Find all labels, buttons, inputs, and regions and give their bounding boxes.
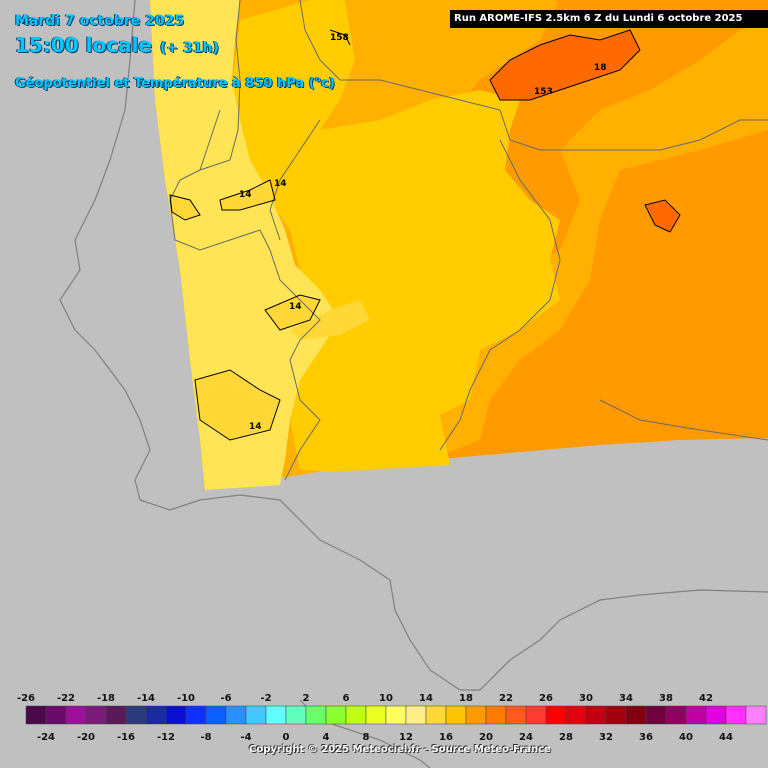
legend-label-top: -2	[260, 693, 271, 704]
parameter-title: Géopotentiel et Température à 850 hPa (°…	[15, 76, 335, 91]
legend-swatch	[485, 705, 507, 725]
legend-label-top: 38	[659, 693, 673, 704]
legend-label-bottom: 12	[399, 732, 413, 743]
legend-label-bottom: 8	[363, 732, 370, 743]
legend-label-bottom: -20	[77, 732, 95, 743]
legend-swatch	[705, 705, 727, 725]
forecast-time: 15:00 locale	[15, 33, 152, 57]
legend-label-top: 34	[619, 693, 633, 704]
legend-label-bottom: -16	[117, 732, 135, 743]
legend-label-bottom: -4	[240, 732, 251, 743]
legend-swatch	[565, 705, 587, 725]
temp-field-yellow	[230, 0, 560, 472]
legend-swatch	[225, 705, 247, 725]
legend-label-bottom: 40	[679, 732, 693, 743]
legend-swatch	[205, 705, 227, 725]
legend-label-top: 26	[539, 693, 553, 704]
legend-label-top: -26	[17, 693, 35, 704]
contour-label: 153	[534, 87, 553, 97]
temp-field-paleyellow	[150, 0, 340, 490]
legend-label-top: -14	[137, 693, 155, 704]
legend-swatch	[425, 705, 447, 725]
legend-label-bottom: 36	[639, 732, 653, 743]
legend-label-top: -6	[220, 693, 231, 704]
legend-label-bottom: 4	[323, 732, 330, 743]
legend-swatch	[665, 705, 687, 725]
legend-swatch	[145, 705, 167, 725]
legend-label-bottom: 44	[719, 732, 733, 743]
legend-swatch	[305, 705, 327, 725]
legend-label-top: 2	[303, 693, 310, 704]
legend-swatch	[625, 705, 647, 725]
contour-label: 18	[594, 63, 607, 73]
legend-swatch	[185, 705, 207, 725]
legend-swatch	[605, 705, 627, 725]
legend-swatch	[445, 705, 467, 725]
legend-label-top: 42	[699, 693, 713, 704]
legend-swatch	[345, 705, 367, 725]
contour-label: 14	[249, 422, 262, 432]
legend-swatch	[125, 705, 147, 725]
contour-label: 14	[289, 302, 302, 312]
legend-label-bottom: -12	[157, 732, 175, 743]
legend-swatch	[505, 705, 527, 725]
contour-label: 14	[274, 179, 287, 189]
legend-swatch	[25, 705, 47, 725]
forecast-lead-time: (+ 31h)	[160, 40, 219, 56]
legend-label-top: -10	[177, 693, 195, 704]
legend-swatch	[265, 705, 287, 725]
legend-label-bottom: 16	[439, 732, 453, 743]
legend-label-bottom: -8	[200, 732, 211, 743]
legend-label-bottom: 0	[283, 732, 290, 743]
legend-label-top: 30	[579, 693, 593, 704]
legend-swatch	[685, 705, 707, 725]
legend-swatch	[365, 705, 387, 725]
color-scale-legend: -26 -22 -18 -14 -10 -6 -2 2 6 10 14 18 22 26 30 34 38 42 …	[17, 693, 767, 743]
legend-label-top: -22	[57, 693, 75, 704]
legend-label-bottom: 28	[559, 732, 573, 743]
legend-swatch	[645, 705, 667, 725]
legend-swatch	[465, 705, 487, 725]
legend-swatch	[525, 705, 547, 725]
legend-label-top: 22	[499, 693, 513, 704]
legend-swatch	[545, 705, 567, 725]
legend-label-top: 6	[343, 693, 350, 704]
legend-label-top: -18	[97, 693, 115, 704]
legend-swatch	[325, 705, 347, 725]
legend-label-top: 18	[459, 693, 473, 704]
legend-swatch	[45, 705, 67, 725]
legend-swatch	[385, 705, 407, 725]
legend-swatch	[285, 705, 307, 725]
legend-label-bottom: 20	[479, 732, 493, 743]
run-banner: Run AROME-IFS 2.5km 6 Z du Lundi 6 octob…	[450, 10, 768, 28]
legend-swatch	[65, 705, 87, 725]
contour-label: 14	[239, 190, 252, 200]
temp-field-deeporange	[490, 30, 640, 100]
legend-swatch	[745, 705, 767, 725]
legend-swatch	[405, 705, 427, 725]
legend-label-top: 10	[379, 693, 393, 704]
legend-label-bottom: 32	[599, 732, 613, 743]
legend-label-bottom: -24	[37, 732, 55, 743]
forecast-date: Mardi 7 octobre 2025	[15, 13, 185, 29]
contour-label: 158	[330, 33, 349, 43]
copyright-text: Copyright © 2025 Meteociel.fr - Source M…	[249, 744, 551, 755]
legend-label-top: 14	[419, 693, 433, 704]
legend-swatch	[585, 705, 607, 725]
legend-swatch	[85, 705, 107, 725]
legend-swatch	[725, 705, 747, 725]
legend-swatch	[165, 705, 187, 725]
legend-swatch	[105, 705, 127, 725]
legend-label-bottom: 24	[519, 732, 533, 743]
legend-swatch	[245, 705, 267, 725]
